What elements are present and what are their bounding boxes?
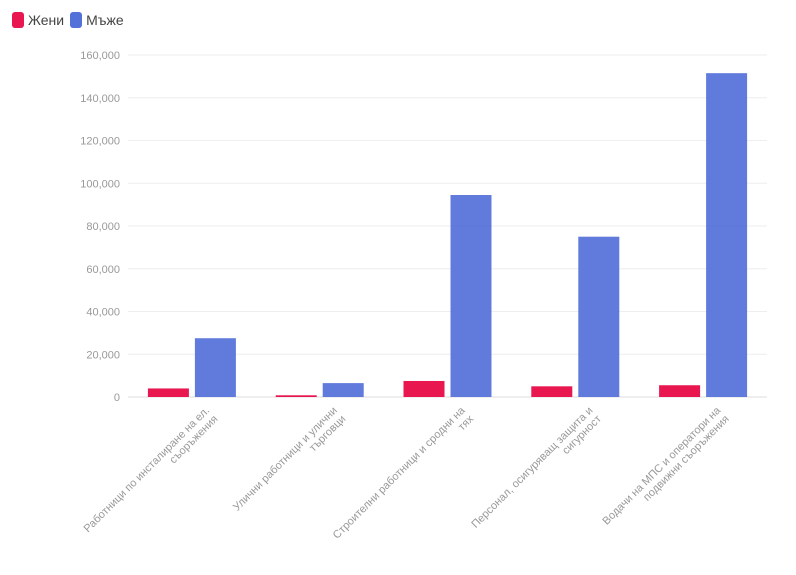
y-tick-label: 60,000 bbox=[86, 264, 120, 276]
y-tick-label: 0 bbox=[114, 392, 120, 404]
bar-women bbox=[275, 395, 317, 397]
legend-swatch-women bbox=[12, 12, 24, 28]
x-category-label: Улични работници и уличнитърговци bbox=[231, 405, 348, 522]
legend-label-women: Жени bbox=[28, 12, 65, 28]
bar-men bbox=[322, 383, 364, 397]
bar-women bbox=[659, 385, 701, 397]
y-tick-label: 40,000 bbox=[86, 307, 120, 319]
y-tick-label: 80,000 bbox=[86, 221, 120, 233]
legend-label-men: Мъже bbox=[86, 12, 124, 28]
bar-women bbox=[403, 380, 445, 397]
x-category-label-line: Водачи на МПС и оператори на bbox=[600, 404, 723, 527]
x-category-label: Персонал, осигуряващ защита исигурност bbox=[469, 405, 604, 540]
x-category-label-line: Строителни работници и сродни на bbox=[331, 404, 468, 541]
bar-men bbox=[194, 338, 236, 397]
bar-women bbox=[531, 386, 573, 397]
bar-men bbox=[706, 73, 748, 397]
bar-men bbox=[578, 236, 620, 397]
bar-men bbox=[450, 195, 492, 397]
y-tick-label: 160,000 bbox=[80, 50, 120, 62]
x-category-label: Водачи на МПС и оператори наподвижни съо… bbox=[600, 404, 732, 536]
legend: Жени Мъже bbox=[12, 12, 124, 28]
y-tick-label: 100,000 bbox=[80, 178, 120, 190]
y-tick-label: 120,000 bbox=[80, 136, 120, 148]
legend-item-men[interactable]: Мъже bbox=[70, 12, 124, 28]
x-category-label: Работници по инсталиране на ел.съоръжени… bbox=[82, 405, 221, 544]
legend-swatch-men bbox=[70, 12, 83, 28]
bar-women bbox=[147, 388, 189, 397]
y-tick-label: 20,000 bbox=[86, 349, 120, 361]
y-tick-label: 140,000 bbox=[80, 93, 120, 105]
x-category-label-line: Работници по инсталиране на ел. bbox=[82, 405, 212, 535]
x-category-label-line: Персонал, осигуряващ защита и bbox=[469, 405, 595, 531]
x-category-label-line: Улични работници и улични bbox=[231, 405, 340, 514]
x-category-label-line: подвижни съоръжения bbox=[641, 413, 732, 504]
x-category-label: Строителни работници и сродни натях bbox=[331, 404, 477, 550]
legend-item-women[interactable]: Жени bbox=[12, 12, 64, 28]
